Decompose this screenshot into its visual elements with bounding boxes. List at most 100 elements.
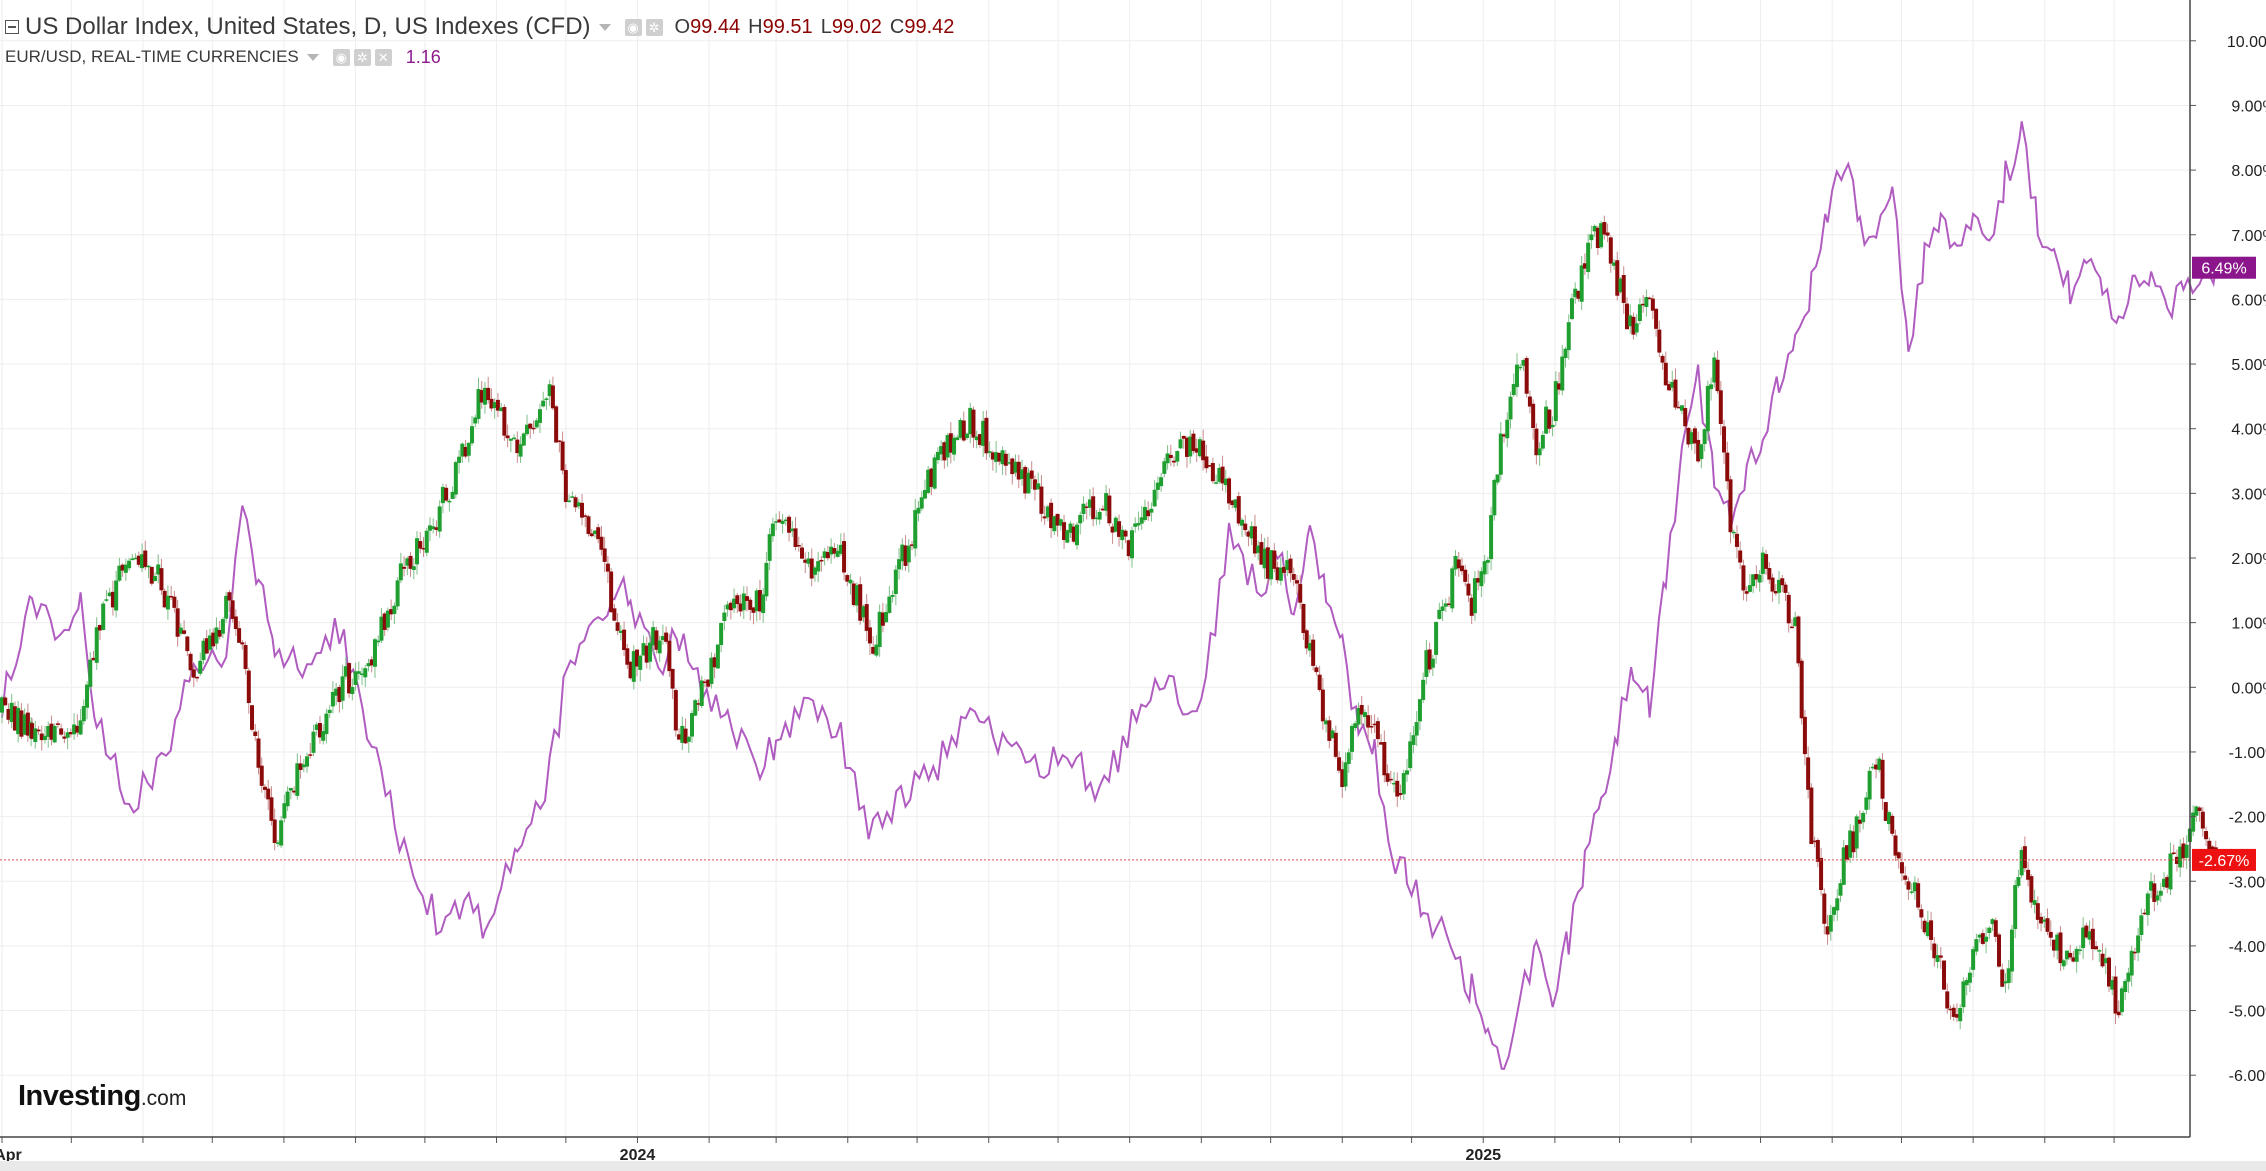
candle-body [693, 700, 698, 716]
candle-body [767, 534, 772, 561]
candle-body [706, 679, 711, 687]
candle-body [2087, 931, 2092, 940]
y-tick-label: 3.00% [2231, 486, 2266, 503]
candle-body [1139, 517, 1144, 524]
candle-body [1146, 510, 1151, 517]
candle-body [165, 595, 170, 610]
visibility-icon[interactable]: ◉ [332, 48, 350, 66]
candle-body [1628, 315, 1633, 327]
candle-body [1683, 408, 1688, 427]
candle-body [673, 690, 678, 731]
candle-body [1819, 857, 1824, 890]
candle-body [1019, 469, 1024, 480]
candle-body [625, 648, 630, 665]
candle-body [1718, 390, 1723, 424]
gear-icon[interactable]: ✲ [645, 18, 663, 36]
candle-body [324, 713, 329, 735]
candle-body [1172, 460, 1177, 463]
candle-body [647, 642, 652, 662]
candle-body [392, 605, 397, 614]
candle-body [1961, 981, 1966, 1008]
chevron-down-icon[interactable] [598, 23, 611, 31]
y-tick-label: -4.00% [2229, 939, 2266, 956]
candle-body [965, 433, 970, 439]
candle-body [1003, 453, 1008, 466]
candle-body [256, 738, 261, 768]
candle-body [1799, 660, 1804, 719]
candle-body [1184, 437, 1189, 457]
candle-body [117, 565, 122, 581]
candle-body [1964, 980, 1969, 986]
candle-body [460, 443, 465, 457]
collapse-legend-icon[interactable] [5, 20, 19, 34]
candle-body [512, 437, 517, 440]
secondary-series-title[interactable]: EUR/USD, REAL-TIME CURRENCIES [5, 47, 299, 66]
x-tick-label: 2024 [620, 1147, 656, 1164]
candle-body [1696, 439, 1701, 462]
candle-body [929, 468, 934, 487]
candle-body [162, 590, 167, 608]
candle-body [1848, 830, 1853, 858]
candle-body [1382, 742, 1387, 776]
candle-body [133, 557, 138, 560]
candle-body [1883, 802, 1888, 821]
candle-body [444, 487, 449, 501]
candle-body [1589, 234, 1594, 241]
candle-body [1049, 502, 1054, 529]
primary-series-legend[interactable]: US Dollar Index, United States, D, US In… [0, 10, 954, 44]
visibility-icon[interactable]: ◉ [624, 18, 642, 36]
candle-body [1340, 769, 1345, 787]
candle-body [1495, 474, 1500, 483]
candle-body [2009, 929, 2014, 972]
candle-body [317, 723, 322, 738]
candle-body [110, 591, 115, 608]
candle-body [1252, 526, 1257, 554]
close-icon[interactable]: ✕ [374, 48, 392, 66]
candle-body [1547, 409, 1552, 429]
chevron-down-icon[interactable] [306, 53, 319, 61]
candle-body [622, 629, 627, 651]
candle-body [592, 530, 597, 534]
candle-body [499, 407, 504, 412]
candle-body [1502, 434, 1507, 437]
candle-body [961, 420, 966, 441]
candle-body [502, 407, 507, 436]
candle-body [2210, 846, 2215, 851]
candle-body [2139, 915, 2144, 935]
candle-body [233, 616, 238, 629]
primary-series-title[interactable]: US Dollar Index, United States, D, US In… [25, 13, 591, 40]
candle-body [250, 705, 255, 730]
candle-body [987, 451, 992, 453]
candle-body [806, 558, 811, 564]
candle-body [1411, 735, 1416, 745]
secondary-series-legend[interactable]: EUR/USD, REAL-TIME CURRENCIES ◉ ✲ ✕ 1.16 [0, 44, 441, 70]
candle-body [977, 434, 982, 445]
candle-body [838, 544, 843, 554]
current-value-badges: -2.67% 6.49% [2192, 256, 2256, 871]
candle-body [1282, 566, 1287, 573]
candle-body [25, 712, 30, 736]
candle-body [1815, 840, 1820, 862]
gear-icon[interactable]: ✲ [353, 48, 371, 66]
candle-body [712, 657, 717, 668]
candle-body [1104, 493, 1109, 511]
candle-body [664, 632, 669, 642]
candle-body [1605, 232, 1610, 236]
candle-body [1204, 456, 1209, 469]
candle-body [550, 385, 555, 409]
candle-body [576, 502, 581, 507]
candle-body [1217, 467, 1222, 482]
y-tick-label: 8.00% [2231, 163, 2266, 180]
candle-body [660, 636, 665, 641]
candle-body [1925, 922, 1930, 937]
candle-body [567, 500, 572, 502]
candle-body [861, 606, 866, 618]
investing-logo[interactable]: Investing.com [18, 1080, 186, 1113]
candle-body [829, 546, 834, 555]
candle-body [2184, 844, 2189, 858]
candle-body [1327, 720, 1332, 741]
candle-body [1275, 567, 1280, 581]
candle-body [1288, 558, 1293, 574]
